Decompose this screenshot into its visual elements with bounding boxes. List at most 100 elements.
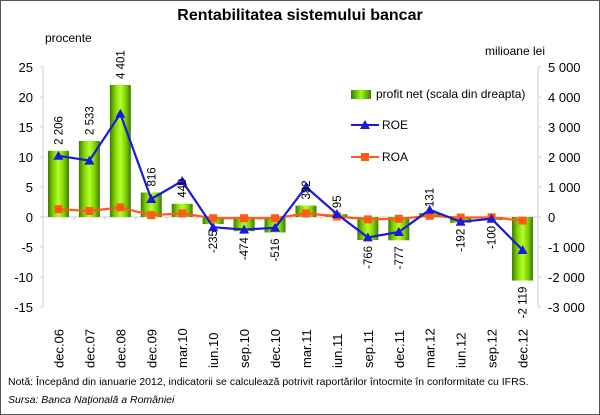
right-axis-label: milioane lei <box>484 44 545 58</box>
profit-bar <box>47 150 69 217</box>
roe-marker <box>331 209 342 218</box>
left-tick-label: 0 <box>26 210 33 225</box>
roe-marker <box>517 245 528 254</box>
category-label: sep.11 <box>361 330 376 368</box>
roe-line <box>58 111 524 251</box>
roa-marker <box>147 211 156 220</box>
roa-marker <box>518 216 527 225</box>
left-tick-label: 25 <box>19 60 33 75</box>
profit-bar <box>109 84 131 217</box>
roe-marker <box>115 108 126 118</box>
profit-data-label: 95 <box>332 195 344 208</box>
category-label: dec.08 <box>113 329 128 368</box>
category-label: dec.12 <box>516 329 531 368</box>
profit-data-label: 4 401 <box>115 50 127 79</box>
category-label: iun.10 <box>206 333 221 368</box>
profit-data-label: -766 <box>363 246 375 269</box>
roa-marker <box>54 205 63 214</box>
right-tick-label: 1 000 <box>548 180 581 195</box>
category-label: sep.12 <box>485 329 500 368</box>
left-tick-label: -5 <box>21 240 33 255</box>
roa-marker <box>271 214 280 223</box>
roe-marker <box>455 216 466 226</box>
roe-marker <box>362 232 373 242</box>
profit-data-label: -2 119 <box>518 287 530 319</box>
profit-data-label: -235 <box>208 230 220 253</box>
category-label: mar.10 <box>175 328 190 368</box>
roe-marker <box>424 204 435 214</box>
right-tick-label: -3 000 <box>548 300 585 315</box>
roe-marker <box>53 150 64 160</box>
legend-roa: ROA <box>351 150 408 164</box>
left-tick-label: 10 <box>19 150 33 165</box>
left-axis-label: procente <box>45 31 92 45</box>
right-tick-label: 5 000 <box>548 60 581 75</box>
left-tick-label: 15 <box>19 120 33 135</box>
profit-data-label: -474 <box>239 237 251 261</box>
right-tick-label: 2 000 <box>548 150 581 165</box>
category-label: dec.10 <box>268 329 283 368</box>
legend-roe: ROE <box>351 118 408 132</box>
roa-marker <box>116 203 125 212</box>
category-label: dec.07 <box>82 329 97 368</box>
legend-roe-label: ROE <box>382 118 409 132</box>
category-label: dec.11 <box>392 330 407 368</box>
category-label: iun.11 <box>330 334 345 368</box>
profit-data-label: 2 533 <box>84 106 96 135</box>
roe-marker <box>239 224 250 234</box>
left-tick-label: -15 <box>14 300 33 315</box>
category-label: dec.06 <box>51 329 66 368</box>
roe-marker <box>208 222 219 232</box>
right-tick-label: -1 000 <box>548 240 585 255</box>
profit-data-label: -100 <box>487 226 499 249</box>
legend-square-icon <box>351 153 379 161</box>
legend-triangle-icon <box>351 120 379 129</box>
roa-marker <box>301 209 310 218</box>
footnote: Notă: Începând din ianuarie 2012, indica… <box>8 376 529 388</box>
profit-data-label: -516 <box>270 238 282 261</box>
roa-marker <box>363 215 372 224</box>
right-tick-label: 4 000 <box>548 90 581 105</box>
left-tick-label: 5 <box>26 180 33 195</box>
roe-marker <box>146 194 157 203</box>
roe-marker <box>270 222 281 232</box>
roa-marker <box>425 211 434 220</box>
profit-data-label: -777 <box>394 246 406 269</box>
roe-marker <box>84 155 95 165</box>
legend-bar-swatch-icon <box>351 89 371 99</box>
profit-data-label: 2 206 <box>53 116 65 145</box>
roa-marker <box>240 214 249 223</box>
profit-bar <box>233 217 255 232</box>
legend-profit: profit net (scala din dreapta) <box>351 87 525 101</box>
roe-marker <box>177 176 188 185</box>
category-label: sep.10 <box>237 329 252 368</box>
category-label: dec.09 <box>144 329 159 368</box>
roe-marker <box>486 213 497 223</box>
roe-marker <box>393 227 404 236</box>
right-tick-label: 0 <box>548 210 555 225</box>
roa-marker <box>178 209 187 218</box>
left-tick-label: 20 <box>19 90 33 105</box>
roa-marker <box>394 214 403 223</box>
profit-data-label: -192 <box>456 229 468 252</box>
profit-data-label: 440 <box>177 179 189 198</box>
legend-profit-label: profit net (scala din dreapta) <box>376 87 526 101</box>
category-label: mar.12 <box>423 328 438 368</box>
chart-title: Rentabilitatea sistemului bancar <box>177 7 423 24</box>
right-tick-label: 3 000 <box>548 120 581 135</box>
category-label: iun.12 <box>454 333 469 368</box>
left-tick-label: -10 <box>14 270 33 285</box>
profit-data-label: 816 <box>146 167 158 186</box>
profit-bar <box>78 141 100 217</box>
profit-data-label: 382 <box>301 180 313 199</box>
roe-marker <box>300 182 311 191</box>
source-note: Sursa: Banca Naţională a României <box>8 394 175 406</box>
right-tick-label: -2 000 <box>548 270 585 285</box>
roa-marker <box>209 214 218 223</box>
profit-data-label: 131 <box>425 188 437 207</box>
legend-roa-label: ROA <box>382 150 409 164</box>
roa-marker <box>85 207 94 215</box>
category-label: mar.11 <box>299 329 314 368</box>
profit-bar <box>140 192 162 217</box>
